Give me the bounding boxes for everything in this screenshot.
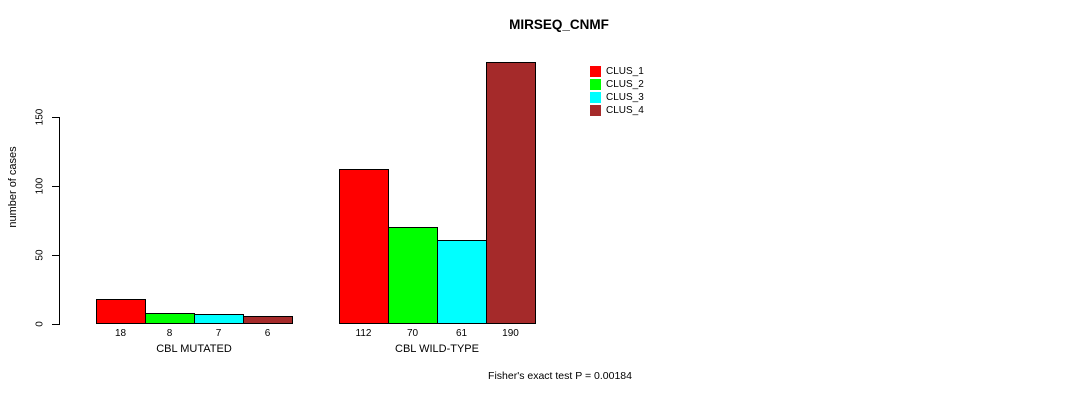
y-axis-label: number of cases [7, 146, 19, 228]
group-label: CBL WILD-TYPE [395, 343, 479, 355]
y-axis-tick-label: 150 [34, 108, 46, 126]
bar-clus_2-1 [145, 312, 195, 324]
bar-clus_1-1 [96, 299, 146, 324]
legend-label: CLUS_2 [606, 79, 644, 90]
bar-clus_4-1 [243, 315, 293, 324]
legend-swatch-clus_2 [590, 79, 601, 90]
bar-value-label: 190 [502, 328, 519, 339]
chart-title: MIRSEQ_CNMF [509, 17, 609, 32]
y-axis-tick [52, 186, 59, 187]
legend-label: CLUS_1 [606, 66, 644, 77]
legend-swatch-clus_1 [590, 66, 601, 77]
legend-swatch-clus_3 [590, 92, 601, 103]
bar-value-label: 6 [264, 328, 271, 339]
y-axis-tick-label: 50 [34, 249, 46, 261]
y-axis-tick [52, 117, 59, 118]
bar-clus_2-2 [388, 227, 438, 324]
y-axis-tick [52, 255, 59, 256]
bar-value-label: 112 [355, 328, 372, 339]
y-axis-line [59, 117, 60, 325]
legend-swatch-clus_4 [590, 105, 601, 116]
legend-label: CLUS_4 [606, 105, 644, 116]
bar-clus_4-2 [486, 61, 536, 324]
bar-value-label: 70 [406, 328, 419, 339]
bar-value-label: 7 [215, 328, 222, 339]
bar-value-label: 18 [114, 328, 127, 339]
bar-clus_1-2 [339, 169, 389, 324]
y-axis-tick-label: 100 [34, 177, 46, 195]
group-label: CBL MUTATED [156, 343, 232, 355]
legend-label: CLUS_3 [606, 92, 644, 103]
bar-clus_3-2 [437, 239, 487, 324]
y-axis-tick-label: 0 [34, 321, 46, 327]
bar-clus_3-1 [194, 314, 244, 324]
bar-value-label: 61 [455, 328, 468, 339]
y-axis-tick [52, 324, 59, 325]
fisher-test-annotation: Fisher's exact test P = 0.00184 [488, 370, 632, 382]
bar-value-label: 8 [166, 328, 173, 339]
